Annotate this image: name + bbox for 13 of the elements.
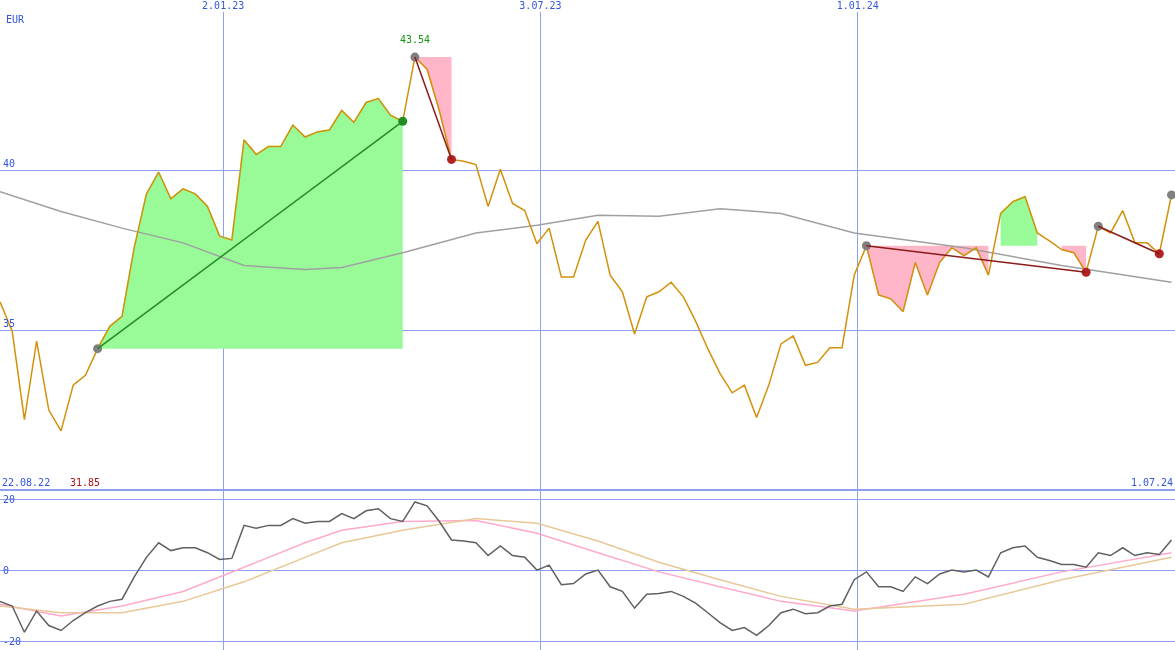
annotation: EUR <box>6 14 26 25</box>
line-series <box>0 501 1173 637</box>
annotation: 31.85 <box>70 477 101 488</box>
x-tick-label: 1.01.24 <box>836 0 879 11</box>
annotation: 43.54 <box>400 34 431 45</box>
y-tick-label: 0 <box>3 564 10 576</box>
x-tick-label: 2.01.23 <box>202 0 245 11</box>
annotation: 1.07.24 <box>1131 477 1174 488</box>
x-tick-label: 3.07.23 <box>519 0 562 11</box>
y-tick-label: 20 <box>3 493 16 505</box>
y-tick-label: 40 <box>3 157 16 169</box>
annotation: 22.08.22 <box>2 477 51 488</box>
y-tick-label: -20 <box>3 635 22 647</box>
